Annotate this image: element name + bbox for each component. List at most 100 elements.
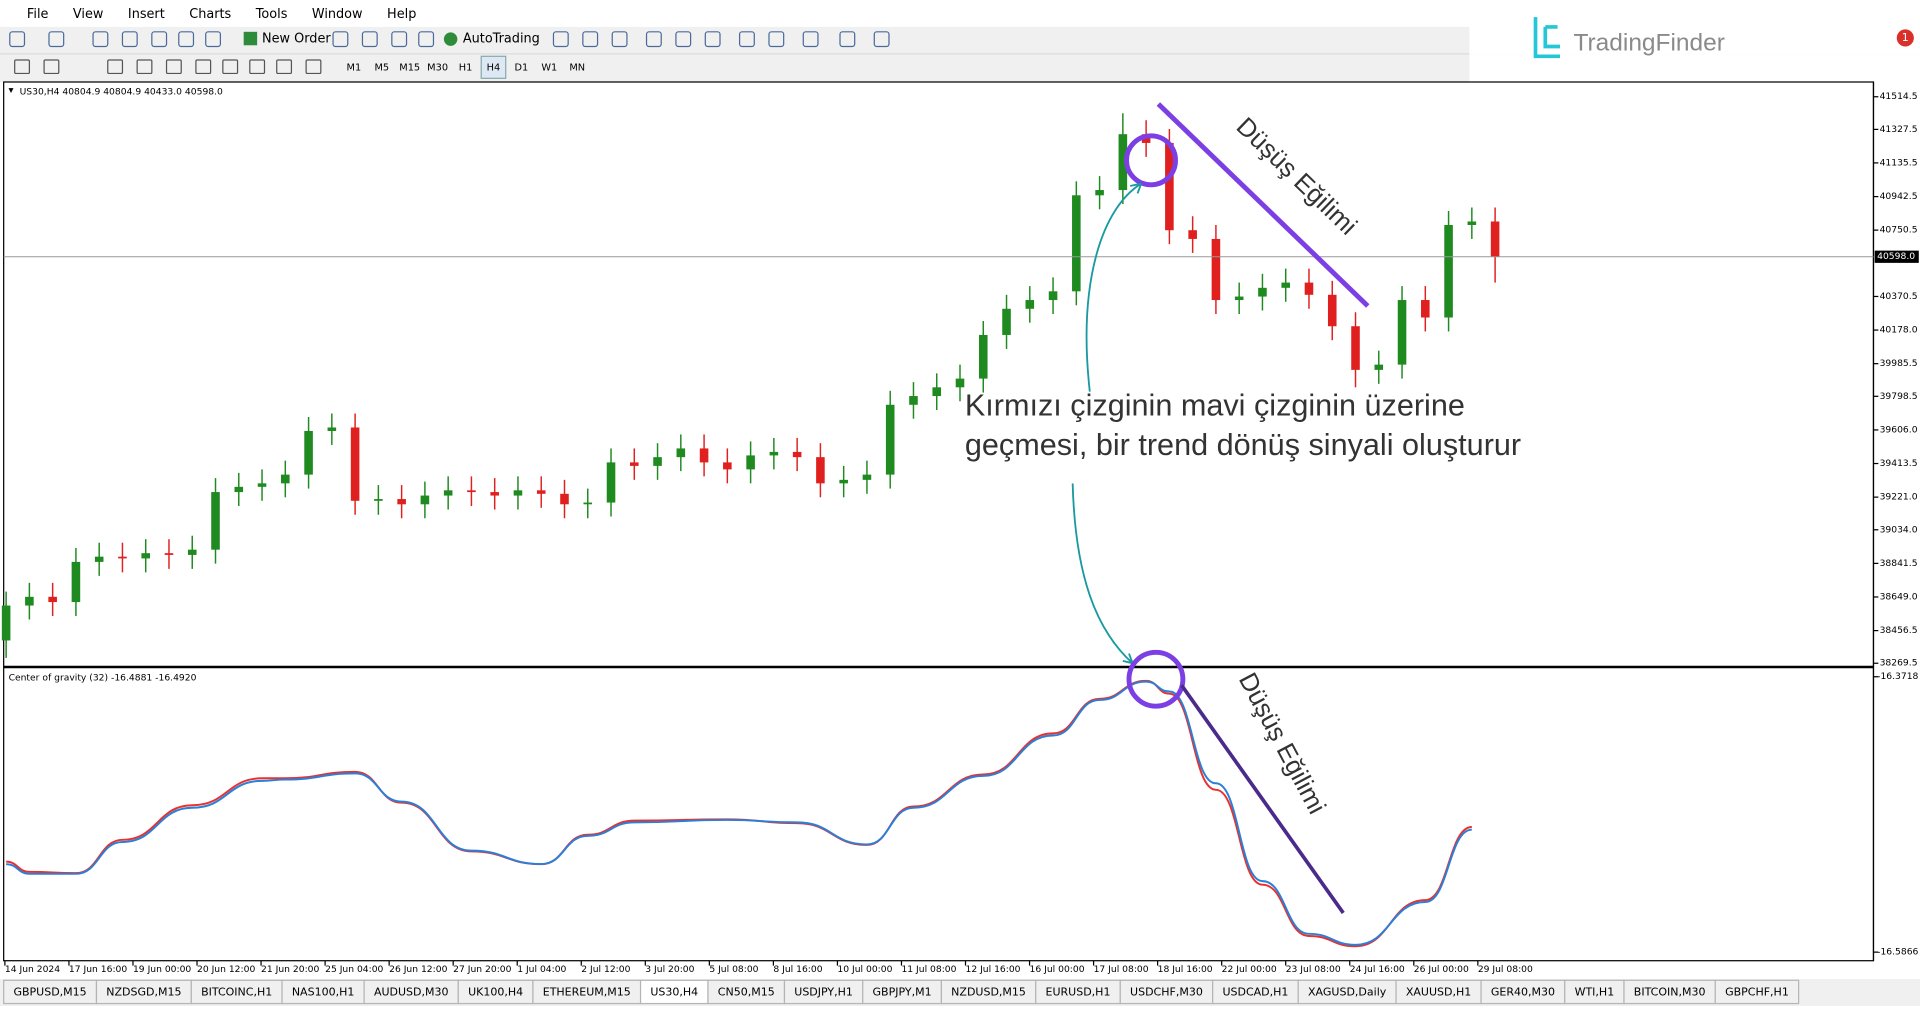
toolbar-icon[interactable] — [738, 31, 755, 48]
time-label: 26 Jun 12:00 — [389, 964, 447, 975]
drawing-tool-icon[interactable] — [136, 59, 153, 75]
tab[interactable] — [1714, 979, 1800, 1005]
menu-item[interactable]: Help — [387, 7, 416, 22]
toolbar-icon[interactable] — [611, 31, 628, 48]
timeframe-button[interactable]: H4 — [487, 62, 501, 73]
price-tick-label: 39034.0 — [1880, 524, 1918, 535]
candle-body — [978, 334, 988, 379]
tab-label[interactable]: CN50,M15 — [718, 986, 775, 999]
tab-label[interactable]: NZDUSD,M15 — [951, 986, 1026, 999]
menu-item[interactable]: Tools — [255, 7, 288, 22]
toolbar-icon[interactable] — [205, 31, 222, 48]
timeframe-button[interactable]: H1 — [459, 62, 473, 73]
tab-label[interactable]: US30,H4 — [650, 986, 698, 999]
toolbar-icon[interactable] — [768, 31, 785, 48]
time-label: 8 Jul 16:00 — [773, 964, 822, 975]
notification-badge[interactable] — [1896, 29, 1914, 47]
drawing-tool-icon[interactable] — [276, 59, 293, 75]
tab-label[interactable]: AUDUSD,M30 — [374, 986, 449, 999]
drawing-tool-icon[interactable] — [43, 59, 60, 75]
tab-label[interactable]: XAGUSD,Daily — [1308, 986, 1387, 999]
toolbar-icon[interactable] — [582, 31, 599, 48]
price-tick-label: 41327.5 — [1880, 124, 1918, 135]
toolbar-icon[interactable] — [675, 31, 692, 48]
toolbar-icon[interactable] — [361, 31, 378, 48]
toolbar-icon[interactable] — [418, 31, 435, 48]
tab-label[interactable]: EURUSD,H1 — [1046, 986, 1111, 999]
time-label: 5 Jul 08:00 — [709, 964, 758, 975]
toolbar-icon[interactable] — [873, 31, 890, 48]
candle-body — [1304, 282, 1314, 295]
drawing-tool-icon[interactable] — [249, 59, 266, 75]
toolbar-icon[interactable] — [704, 31, 721, 48]
toolbar-icon[interactable] — [645, 31, 662, 48]
tab-label[interactable]: GBPUSD,M15 — [13, 986, 86, 999]
price-tick-label: 41135.5 — [1880, 157, 1918, 168]
drawing-tool-icon[interactable] — [305, 59, 322, 75]
candle-body — [955, 378, 965, 388]
candle-body — [1444, 224, 1453, 318]
timeframe-button[interactable]: M1 — [347, 62, 362, 73]
toolbar-icon[interactable] — [802, 31, 819, 48]
autotrading-button[interactable]: AutoTrading — [463, 32, 540, 47]
logo-text: TradingFinder — [1573, 30, 1724, 57]
tab-label[interactable]: USDCHF,M30 — [1130, 986, 1203, 999]
timeframe-button[interactable]: M5 — [374, 62, 389, 73]
toolbar-icon[interactable] — [332, 31, 349, 48]
drawing-tool-icon[interactable] — [165, 59, 182, 75]
timeframe-button[interactable]: M15 — [399, 62, 420, 73]
timeframe-button[interactable]: W1 — [541, 62, 557, 73]
toolbar-icon[interactable] — [121, 31, 138, 48]
new-order-button[interactable]: New Order — [262, 32, 331, 47]
tab-label[interactable]: GBPCHF,H1 — [1725, 986, 1789, 999]
tab-label[interactable]: USDJPY,H1 — [794, 986, 853, 999]
candle-body — [467, 490, 476, 493]
tab-label[interactable]: NZDSGD,M15 — [106, 986, 181, 999]
tab-label[interactable]: ETHEREUM,M15 — [543, 986, 631, 999]
price-tick-label: 39221.0 — [1880, 492, 1918, 503]
time-label: 22 Jul 00:00 — [1222, 964, 1277, 975]
chart-header: US30,H4 40804.9 40804.9 40433.0 40598.0 — [20, 86, 223, 97]
tab-label[interactable]: BITCOINC,H1 — [201, 986, 272, 999]
candle-body — [1072, 195, 1081, 292]
toolbar-icon[interactable] — [9, 31, 26, 48]
candle-body — [1421, 300, 1430, 318]
last-price-box — [1874, 250, 1919, 263]
menu-item[interactable]: Insert — [128, 7, 165, 22]
tab-label[interactable]: NAS100,H1 — [292, 986, 355, 999]
candle-body — [257, 483, 267, 487]
candle-body — [630, 462, 639, 466]
menu-item[interactable]: File — [27, 7, 49, 22]
toolbar-icon[interactable] — [178, 31, 195, 48]
toolbar-icon[interactable] — [839, 31, 856, 48]
toolbar-icon[interactable] — [48, 31, 65, 48]
symbol-tabs: GBPUSD,M15 NZDSGD,M15 BITCOINC,H1 NAS100,H1… — [3, 979, 1800, 1005]
drawing-tool-icon[interactable] — [195, 59, 212, 75]
candle-body — [234, 486, 244, 493]
tab-label[interactable]: UK100,H4 — [468, 986, 523, 999]
time-label: 25 Jun 04:00 — [325, 964, 383, 975]
tab-label[interactable]: BITCOIN,M30 — [1634, 986, 1706, 999]
menu-item[interactable]: View — [73, 7, 103, 22]
toolbar-icon[interactable] — [151, 31, 168, 48]
tab-label[interactable]: XAUUSD,H1 — [1406, 986, 1471, 999]
timeframe-button[interactable]: MN — [569, 62, 585, 73]
drawing-tool-icon[interactable] — [14, 59, 31, 75]
timeframe-button[interactable]: D1 — [515, 62, 529, 73]
tab-label[interactable]: USDCAD,H1 — [1222, 986, 1288, 999]
toolbar-icon[interactable] — [92, 31, 109, 48]
drawing-tool-icon[interactable] — [222, 59, 239, 75]
candle-body — [1467, 221, 1477, 225]
drawing-tool-icon[interactable] — [107, 59, 124, 75]
tab-label[interactable]: WTI,H1 — [1575, 986, 1615, 999]
toolbar-icon[interactable] — [391, 31, 408, 48]
tab-label[interactable]: GBPJPY,M1 — [873, 986, 932, 999]
candle-body — [94, 556, 104, 562]
timeframe-button[interactable]: M30 — [427, 62, 448, 73]
highlight-circle — [1126, 649, 1186, 709]
menu-item[interactable]: Window — [312, 7, 363, 22]
candle-body — [792, 451, 802, 458]
tab-label[interactable]: GER40,M30 — [1491, 986, 1555, 999]
menu-item[interactable]: Charts — [189, 7, 231, 22]
toolbar-icon[interactable] — [552, 31, 569, 48]
